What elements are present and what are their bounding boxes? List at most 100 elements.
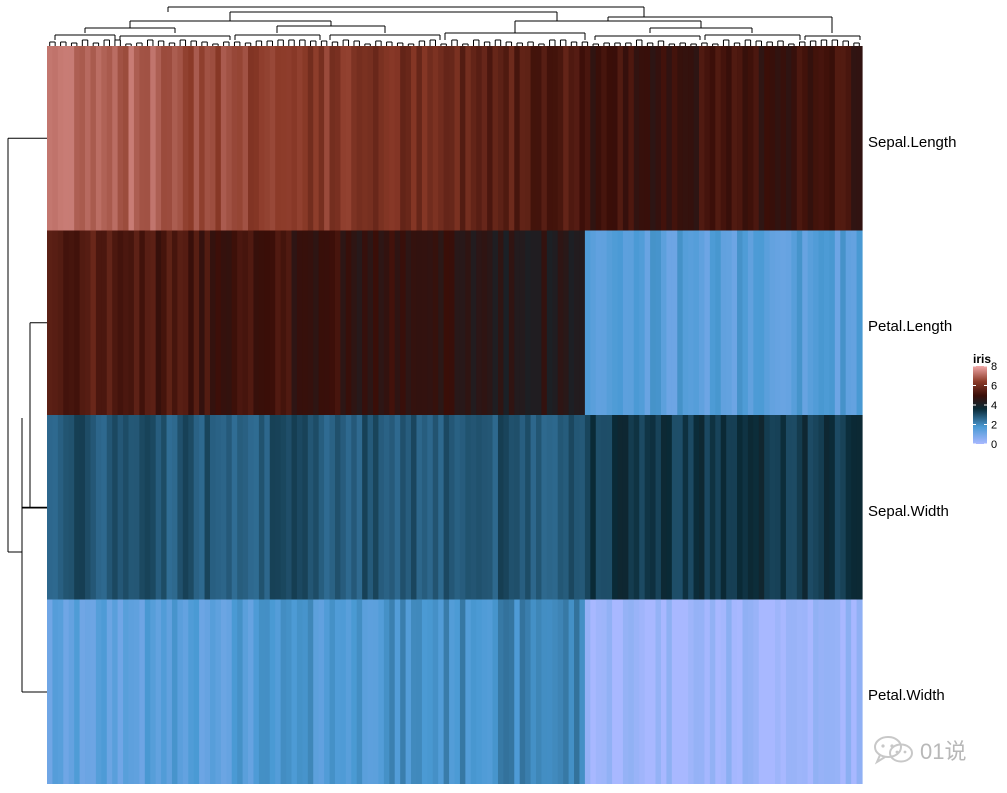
heatmap-cell	[601, 415, 608, 600]
heatmap-cell	[291, 599, 298, 784]
heatmap-cell	[579, 599, 586, 784]
heatmap-cell	[574, 230, 581, 415]
heatmap-cell	[802, 46, 809, 231]
heatmap-cell	[324, 230, 331, 415]
heatmap-cell	[514, 230, 521, 415]
heatmap-cell	[334, 415, 341, 600]
legend-colorbar	[973, 366, 987, 444]
heatmap-cell	[291, 230, 298, 415]
heatmap-cell	[709, 46, 716, 231]
heatmap-cell	[454, 230, 461, 415]
heatmap-cell	[351, 599, 358, 784]
heatmap-cell	[296, 415, 303, 600]
heatmap-cell	[726, 230, 733, 415]
heatmap-cell	[709, 230, 716, 415]
heatmap-cell	[530, 599, 537, 784]
heatmap-cell	[95, 230, 102, 415]
heatmap-cell	[248, 599, 255, 784]
heatmap-cell	[557, 415, 564, 600]
heatmap-cell	[421, 46, 428, 231]
heatmap-cell	[639, 46, 646, 231]
heatmap-cell	[204, 599, 211, 784]
heatmap-cell	[617, 415, 624, 600]
heatmap-cell	[318, 599, 325, 784]
heatmap-cell	[139, 230, 146, 415]
heatmap-cell	[416, 230, 423, 415]
heatmap-cell	[541, 46, 548, 231]
heatmap-cell	[101, 599, 108, 784]
heatmap-cell	[166, 599, 173, 784]
heatmap-cell	[378, 599, 385, 784]
heatmap-cell	[459, 46, 466, 231]
heatmap-cell	[106, 46, 113, 231]
heatmap-cell	[856, 415, 863, 600]
heatmap-cell	[660, 230, 667, 415]
heatmap-cell	[709, 599, 716, 784]
heatmap-cell	[275, 230, 282, 415]
heatmap-cell	[666, 599, 673, 784]
heatmap-cell	[671, 599, 678, 784]
heatmap-cell	[601, 230, 608, 415]
legend-tick-label: 6	[991, 381, 997, 393]
heatmap-cell	[90, 415, 97, 600]
heatmap-cell	[188, 415, 195, 600]
heatmap-cell	[753, 46, 760, 231]
heatmap-cell	[497, 599, 504, 784]
heatmap-cell	[264, 230, 271, 415]
heatmap-cell	[568, 599, 575, 784]
heatmap-cell	[400, 46, 407, 231]
heatmap-cell	[845, 230, 852, 415]
heatmap-cell	[823, 599, 830, 784]
heatmap-cell	[459, 230, 466, 415]
color-legend: iris 8 6 4 2 0	[973, 352, 997, 451]
heatmap-cell	[231, 415, 238, 600]
heatmap-cell	[427, 599, 434, 784]
heatmap-cell	[226, 415, 233, 600]
heatmap-cell	[731, 599, 738, 784]
heatmap-cell	[258, 415, 265, 600]
heatmap-cell	[286, 415, 293, 600]
heatmap-cell	[68, 46, 75, 231]
heatmap-cell	[389, 599, 396, 784]
heatmap-cell	[280, 230, 287, 415]
heatmap-cell	[563, 230, 570, 415]
heatmap-cell	[378, 230, 385, 415]
heatmap-cell	[177, 230, 184, 415]
heatmap-cell	[606, 599, 613, 784]
heatmap-cell	[644, 46, 651, 231]
heatmap-cell	[492, 415, 499, 600]
heatmap-cell	[302, 230, 309, 415]
heatmap-cell	[829, 230, 836, 415]
heatmap-cell	[400, 230, 407, 415]
heatmap-cell	[737, 230, 744, 415]
heatmap-cell	[497, 230, 504, 415]
heatmap-cell	[117, 230, 124, 415]
heatmap-cell	[650, 415, 657, 600]
heatmap-cell	[606, 230, 613, 415]
heatmap-cell	[775, 415, 782, 600]
heatmap-cell	[715, 46, 722, 231]
heatmap-cell	[220, 415, 227, 600]
heatmap-cell	[677, 599, 684, 784]
heatmap-cell	[199, 599, 206, 784]
heatmap-cell	[622, 230, 629, 415]
heatmap-cell	[503, 46, 510, 231]
heatmap-cell	[182, 599, 189, 784]
heatmap-cell	[851, 599, 858, 784]
heatmap-cell	[340, 46, 347, 231]
heatmap-cell	[796, 46, 803, 231]
heatmap-cell	[329, 46, 336, 231]
heatmap-cell	[74, 599, 81, 784]
heatmap-cell	[362, 415, 369, 600]
heatmap-cell	[666, 46, 673, 231]
heatmap-cell	[258, 46, 265, 231]
heatmap-cell	[226, 599, 233, 784]
heatmap-cell	[421, 230, 428, 415]
heatmap-cell	[823, 230, 830, 415]
heatmap-cell	[552, 230, 559, 415]
heatmap-cell	[737, 415, 744, 600]
heatmap-cell	[275, 599, 282, 784]
heatmap-cell	[215, 46, 222, 231]
heatmap-cell	[329, 415, 336, 600]
heatmap-cell	[204, 415, 211, 600]
